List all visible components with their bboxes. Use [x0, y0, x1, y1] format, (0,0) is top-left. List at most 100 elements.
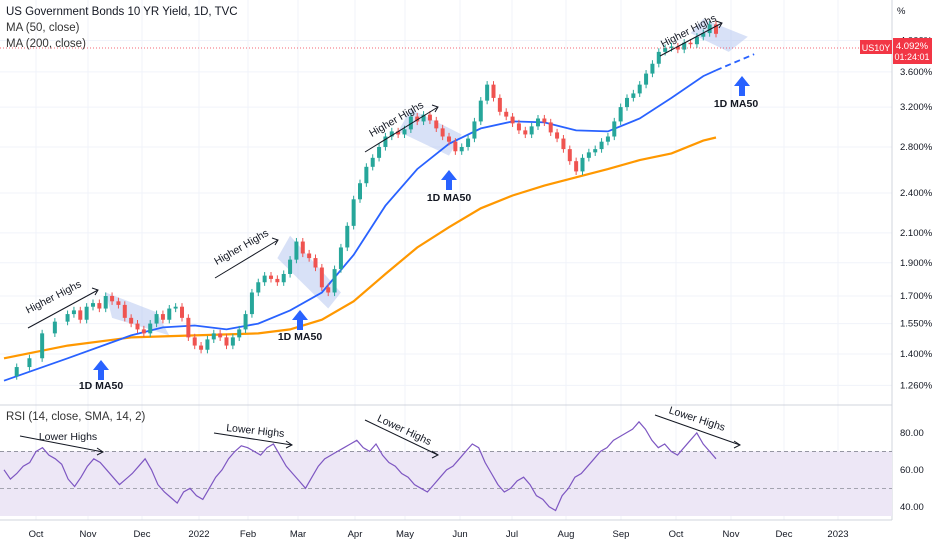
candle-body: [84, 306, 89, 320]
time-tick-label: Oct: [29, 529, 44, 540]
current-price-tag: US10Y 4.092% 01:24:01: [0, 38, 932, 64]
candle-body: [555, 132, 560, 139]
candle-body: [618, 107, 623, 122]
price-tag: [893, 38, 932, 64]
rsi-legend[interactable]: RSI (14, close, SMA, 14, 2): [6, 411, 146, 423]
ma50-arrow-icon: [93, 360, 109, 380]
candle-body: [345, 225, 350, 248]
candle-body: [262, 275, 267, 283]
price-tag-value: 4.092%: [896, 41, 929, 52]
price-tag-countdown: 01:24:01: [894, 52, 929, 62]
candle-body: [402, 129, 407, 135]
candle-body: [523, 130, 528, 135]
candle-body: [326, 287, 331, 293]
candle-body: [694, 36, 699, 45]
candle-body: [663, 48, 668, 52]
higher-highs-line: [364, 106, 439, 153]
candle-body: [14, 367, 19, 377]
lower-highs-line: [19, 435, 104, 453]
candle-body: [135, 323, 140, 330]
lower-highs-label: Lower Highs: [226, 422, 285, 440]
time-tick-label: Jul: [506, 529, 518, 540]
ma50-label: 1D MA50: [714, 98, 759, 110]
lower-highs-line: [654, 414, 741, 446]
rsi-tick-label: 80.00: [900, 428, 924, 439]
candle-body: [656, 51, 661, 64]
candle-body: [249, 292, 254, 315]
candle-body: [637, 84, 642, 94]
candle-body: [141, 329, 146, 334]
candle-body: [205, 339, 210, 350]
candle-body: [491, 84, 496, 98]
higher-highs-arrowhead: [431, 104, 439, 113]
candle-body: [358, 183, 362, 200]
candle-body: [288, 259, 293, 274]
time-tick-label: Feb: [240, 529, 256, 540]
time-tick-label: Aug: [558, 529, 575, 540]
candle-body: [536, 118, 540, 127]
price-axis[interactable]: 4.000%3.600%3.200%2.800%2.400%2.100%1.90…: [900, 35, 932, 512]
price-tick-label: 1.400%: [900, 349, 932, 360]
candle-body: [167, 308, 172, 320]
price-tick-label: 2.800%: [900, 142, 932, 153]
candle-body: [675, 46, 680, 50]
candle-body: [275, 278, 280, 283]
higher-highs-line: [214, 239, 279, 279]
rsi-tick-label: 40.00: [900, 502, 924, 513]
time-tick-label: May: [396, 529, 414, 540]
candle-body: [605, 136, 610, 142]
candle-body: [307, 253, 312, 259]
candle-body: [148, 323, 153, 334]
candle-body: [427, 114, 432, 121]
price-tick-label: 1.550%: [900, 319, 932, 330]
candle-body: [173, 306, 178, 309]
candle-body: [199, 345, 204, 350]
ma50-legend[interactable]: MA (50, close): [6, 22, 80, 34]
candle-body: [701, 33, 706, 37]
candle-body: [682, 42, 687, 50]
time-tick-label: 2023: [827, 529, 848, 540]
candle-body: [65, 314, 70, 322]
candle-body: [237, 329, 242, 338]
candle-body: [186, 317, 191, 338]
higher-highs-line: [659, 22, 723, 57]
candle-body: [440, 128, 445, 137]
candle-body: [230, 337, 235, 346]
candle-body: [122, 304, 127, 318]
candle-body: [40, 333, 45, 359]
time-tick-label: Dec: [776, 529, 793, 540]
lower-highs-line: [364, 419, 439, 456]
candle-body: [644, 73, 649, 85]
ma50-line: [3, 69, 717, 382]
ma200-legend[interactable]: MA (200, close): [6, 38, 86, 50]
lower-highs-arrowhead: [96, 447, 104, 456]
time-tick-label: Nov: [80, 529, 97, 540]
candle-body: [561, 138, 566, 150]
symbol-tag-text: US10Y: [862, 43, 891, 53]
chart-title[interactable]: US Government Bonds 10 YR Yield, 1D, TVC: [6, 6, 238, 18]
ma50-arrow-icon: [292, 310, 308, 330]
candle-body: [580, 157, 585, 172]
rsi-pane: [0, 420, 892, 516]
candle-body: [688, 42, 693, 45]
time-axis[interactable]: Oct Nov Dec 2022 Feb Mar Apr May Jun Jul Aug Sep Oct…: [29, 529, 849, 540]
lower-highs-arrowhead: [431, 450, 439, 459]
candle-body: [574, 161, 579, 172]
candle-body: [300, 241, 305, 254]
candle-body: [129, 317, 134, 324]
candle-body: [434, 120, 439, 129]
candle-body: [256, 282, 261, 293]
price-tick-label: 3.200%: [900, 102, 932, 113]
ma200-line: [3, 136, 717, 360]
candle-body: [567, 149, 572, 162]
candle-body: [370, 157, 375, 167]
time-tick-label: Dec: [134, 529, 151, 540]
time-tick-label: Jun: [452, 529, 467, 540]
lower-highs-arrowhead: [733, 440, 741, 449]
higher-highs-arrowhead: [91, 287, 99, 296]
candle-body: [351, 199, 356, 226]
candle-body: [281, 273, 286, 283]
candle-body: [103, 295, 108, 309]
pullback-channel: [690, 18, 748, 52]
price-tick-label: 2.100%: [900, 228, 932, 239]
